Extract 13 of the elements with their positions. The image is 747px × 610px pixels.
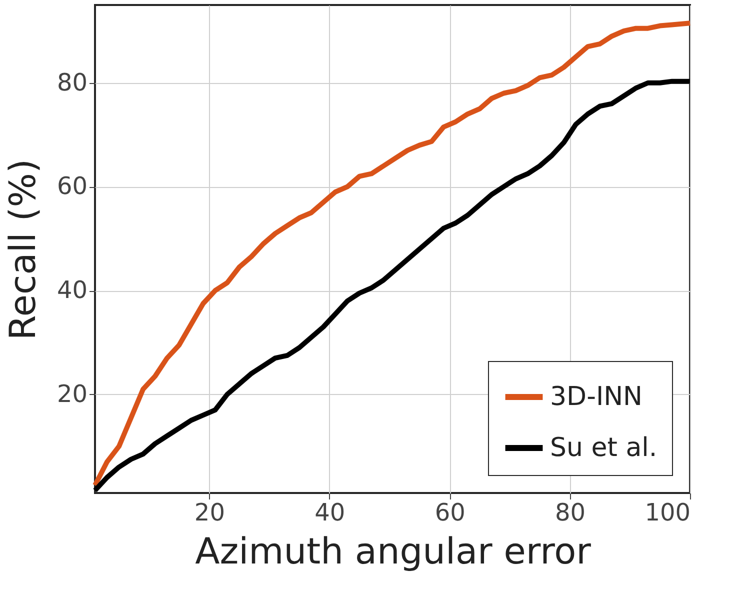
legend-label: 3D-INN — [550, 382, 643, 412]
x-tick-label: 80 — [555, 498, 586, 526]
y-tick-label: 40 — [56, 276, 88, 304]
x-tick-label: 60 — [434, 498, 466, 526]
x-tick-label: 100 — [644, 498, 690, 526]
y-tick-label: 60 — [56, 172, 88, 200]
y-tick-label: 20 — [56, 380, 88, 408]
x-tick-label: 20 — [194, 498, 225, 526]
legend-label: Su et al. — [550, 433, 658, 463]
x-axis-title: Azimuth angular error — [195, 532, 592, 572]
y-tick-label: 80 — [56, 68, 88, 96]
x-tick-label: 40 — [314, 498, 346, 526]
y-axis-title: Recall (%) — [2, 158, 44, 340]
